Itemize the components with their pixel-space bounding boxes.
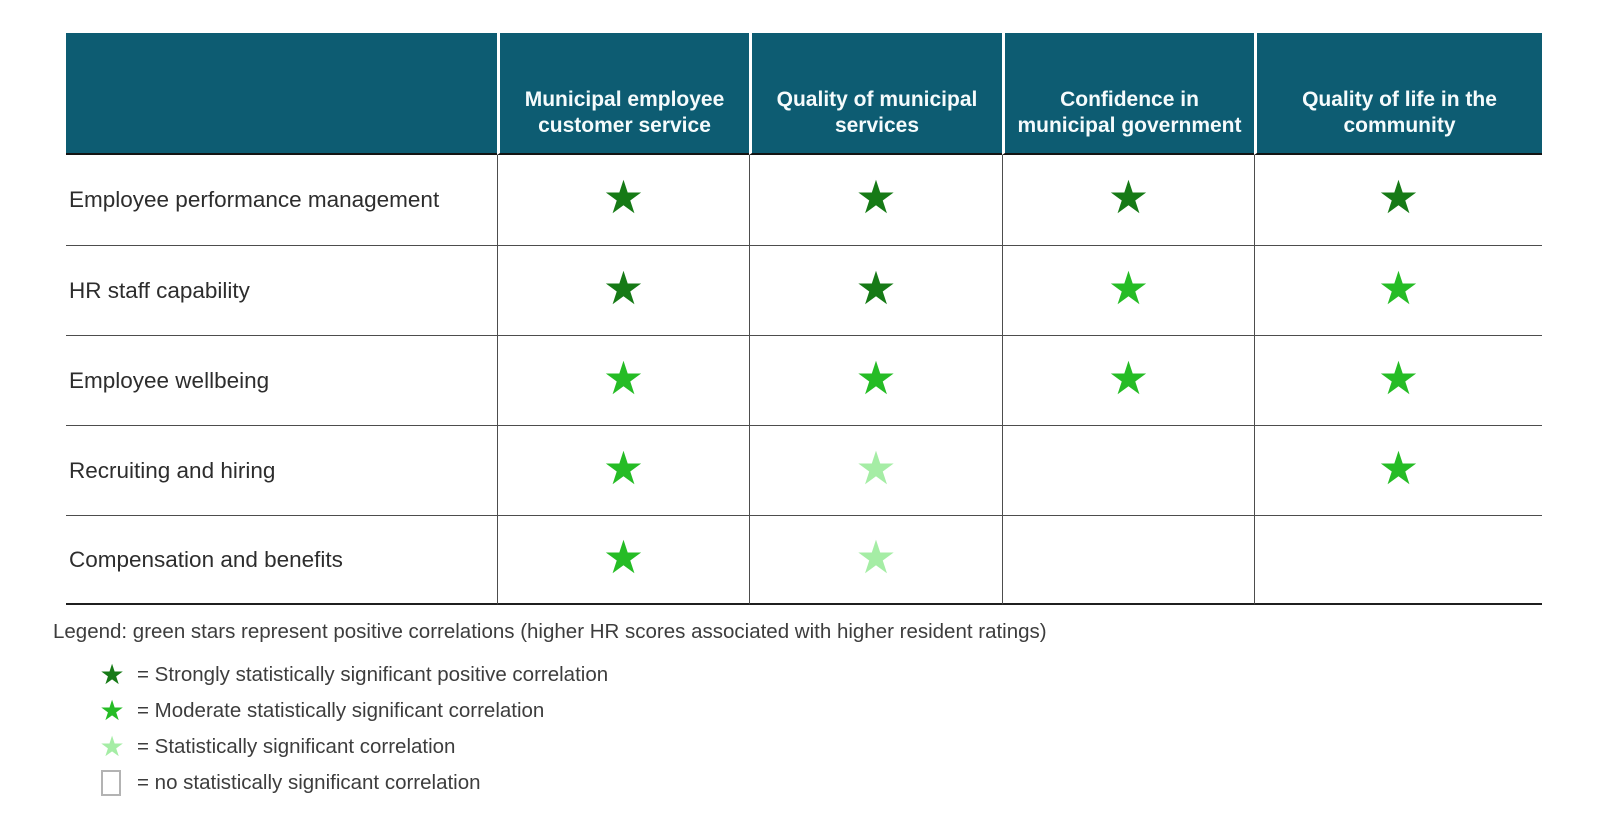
table-cell: ★ [1254,245,1542,335]
legend-item-label: = Strongly statistically significant pos… [137,663,609,686]
table-cell [1254,515,1542,605]
column-header-quality-of-life-in-the-community: Quality of life in the community [1254,33,1542,155]
row-label: Recruiting and hiring [66,425,497,515]
legend-item-label: = Moderate statistically significant cor… [137,699,545,722]
star-icon: ★ [1107,171,1150,223]
table-cell: ★ [749,155,1002,245]
table-cell: ★ [1002,245,1254,335]
star-icon: ★ [855,261,897,314]
row-label: Compensation and benefits [66,515,497,605]
table-cell: ★ [1254,425,1542,515]
correlation-matrix-table: Municipal employee customer service Qual… [66,33,1542,605]
column-header-quality-of-municipal-services: Quality of municipal services [749,33,1002,155]
table-cell: ★ [497,425,749,515]
legend-item-none: = no statistically significant correlati… [97,765,1553,801]
star-icon: ★ [602,351,645,404]
star-icon: ★ [855,530,897,583]
row-label: HR staff capability [66,245,497,335]
star-icon: ★ [99,695,125,726]
star-icon: ★ [1107,261,1150,314]
legend-item-strong: ★ = Strongly statistically significant p… [97,657,1553,693]
star-icon: ★ [602,530,645,583]
table-cell: ★ [749,245,1002,335]
table-cell: ★ [1254,335,1542,425]
legend: Legend: green stars represent positive c… [53,620,1553,801]
table-cell: ★ [1002,155,1254,245]
column-header-municipal-employee-customer-service: Municipal employee customer service [497,33,749,155]
empty-square-icon [101,770,121,796]
row-label: Employee wellbeing [66,335,497,425]
table-cell [1002,425,1254,515]
legend-item-label: = no statistically significant correlati… [137,771,481,794]
table-cell: ★ [1002,335,1254,425]
star-icon: ★ [855,171,897,223]
star-icon: ★ [855,441,897,494]
table-cell [1002,515,1254,605]
star-icon: ★ [855,351,897,404]
column-header-confidence-in-municipal-government: Confidence in municipal government [1002,33,1254,155]
header-corner-cell [66,33,497,155]
star-icon: ★ [602,441,645,494]
table-cell: ★ [497,335,749,425]
legend-item-significant: ★ = Statistically significant correlatio… [97,729,1553,765]
table-cell: ★ [497,155,749,245]
star-icon: ★ [1377,441,1420,494]
legend-item-label: = Statistically significant correlation [137,735,456,758]
star-icon: ★ [99,731,125,762]
table-cell: ★ [749,335,1002,425]
table-cell: ★ [749,515,1002,605]
table-cell: ★ [1254,155,1542,245]
table-cell: ★ [749,425,1002,515]
star-icon: ★ [602,171,645,223]
star-icon: ★ [99,659,125,690]
table-cell: ★ [497,245,749,335]
row-label: Employee performance management [69,187,440,212]
star-icon: ★ [602,261,645,314]
legend-item-moderate: ★ = Moderate statistically significant c… [97,693,1553,729]
star-icon: ★ [1377,171,1420,223]
table-cell: ★ [497,515,749,605]
star-icon: ★ [1107,351,1150,404]
legend-title: Legend: green stars represent positive c… [53,620,1047,643]
star-icon: ★ [1377,261,1420,314]
star-icon: ★ [1377,351,1420,404]
